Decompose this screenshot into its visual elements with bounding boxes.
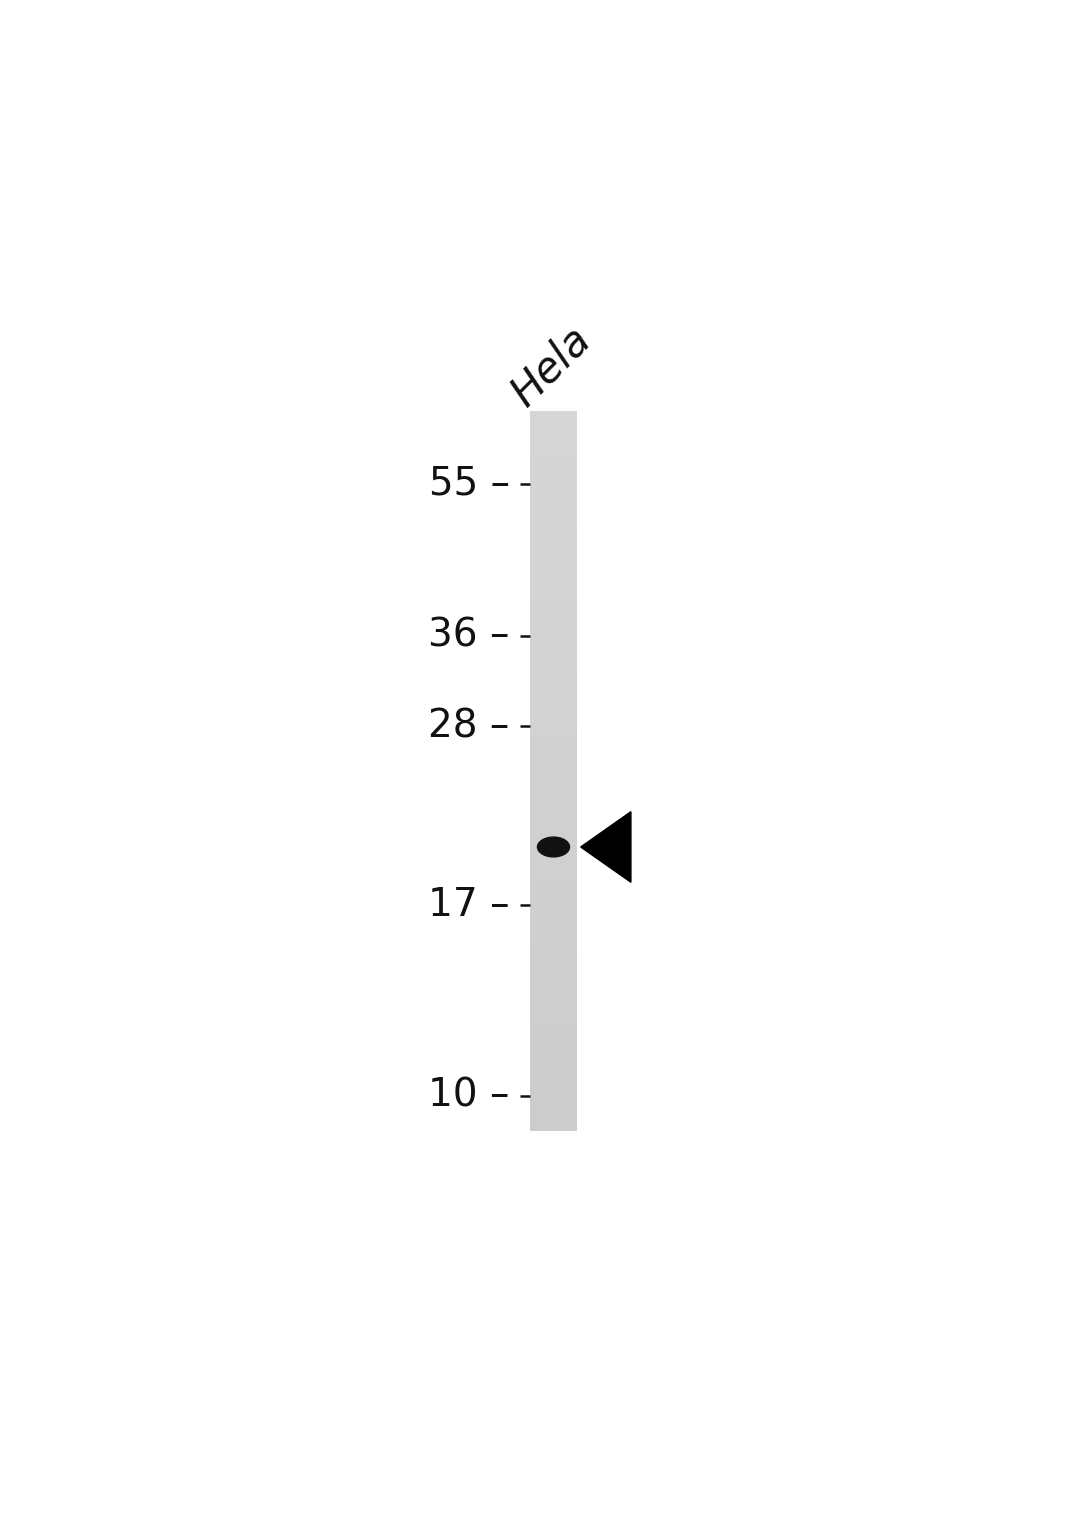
Bar [530,583,577,590]
Bar [530,1104,577,1113]
Bar [530,1113,577,1122]
Bar [530,680,577,690]
Bar [530,1032,577,1041]
Text: 36 –: 36 – [428,616,510,654]
Bar [530,664,577,671]
Bar [530,898,577,907]
Bar [530,761,577,771]
Bar [530,924,577,933]
Bar [530,1095,577,1104]
Bar [530,752,577,761]
Bar [530,735,577,745]
Ellipse shape [537,836,570,858]
Text: 28 –: 28 – [429,706,510,745]
Bar [530,1005,577,1014]
Text: 17 –: 17 – [428,887,510,925]
Bar [530,599,577,609]
Bar [530,420,577,428]
Bar [530,995,577,1005]
Bar [530,456,577,465]
Text: Hela: Hela [503,318,599,414]
Bar [530,645,577,654]
Bar [530,960,577,969]
Bar [530,573,577,583]
Bar [530,555,577,564]
Bar [530,537,577,546]
Bar [530,518,577,528]
Bar [530,590,577,599]
Bar [530,699,577,708]
Text: 55 –: 55 – [429,465,510,503]
Bar [530,483,577,492]
Bar [530,708,577,717]
Bar [530,942,577,951]
Bar [530,807,577,816]
Bar [530,1078,577,1086]
Bar [530,428,577,437]
Bar [530,671,577,680]
Bar [530,933,577,942]
Bar [530,988,577,995]
Bar [530,437,577,446]
Bar [530,951,577,960]
Bar [530,1050,577,1060]
Bar [530,798,577,807]
Bar [530,446,577,456]
Bar [530,509,577,518]
Bar [530,907,577,914]
Bar [530,879,577,888]
Text: 10 –: 10 – [428,1076,510,1115]
Bar [530,914,577,924]
Bar [530,618,577,627]
Bar [530,842,577,852]
Bar [530,789,577,798]
Bar [530,411,577,1131]
Bar [530,546,577,555]
Bar [530,780,577,789]
Bar [530,745,577,752]
Bar [530,492,577,502]
Bar [530,771,577,780]
Bar [530,826,577,833]
Bar [530,1122,577,1131]
Bar [530,888,577,898]
Bar [530,609,577,618]
Bar [530,474,577,483]
Bar [530,690,577,699]
Bar [530,833,577,842]
Bar [530,564,577,573]
Bar [530,726,577,735]
Bar [530,411,577,420]
Bar [530,1014,577,1023]
Bar [530,1069,577,1078]
Bar [530,1086,577,1095]
Bar [530,1060,577,1069]
Bar [530,528,577,537]
Bar [530,1023,577,1032]
Bar [530,1041,577,1050]
Bar [530,717,577,726]
Bar [530,654,577,664]
Bar [530,636,577,645]
Bar [530,861,577,870]
Bar [530,979,577,988]
Polygon shape [581,812,631,882]
Bar [530,870,577,879]
Bar [530,852,577,861]
Bar [530,465,577,474]
Bar [530,502,577,509]
Bar [530,816,577,826]
Bar [530,627,577,636]
Bar [530,969,577,979]
